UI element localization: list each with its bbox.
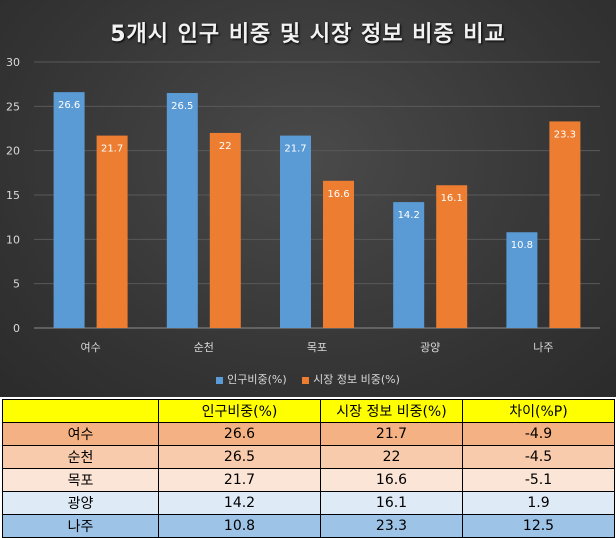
chart-panel: 0 5 10 15 20 25 30 26.6 21.7 여수 26.5 22 순천 21.7 16.6 목포… <box>0 0 616 397</box>
comparison-table: 인구비중(%) 시장 정보 비중(%) 차이(%P) 여수 26.6 21.7 -4.… <box>2 399 615 538</box>
legend-swatch-market-info <box>302 376 310 384</box>
table-cell-value: 22 <box>320 445 463 469</box>
data-label: 22 <box>219 141 232 152</box>
x-tick-label: 여수 <box>80 341 100 354</box>
table-cell-city: 나주 <box>2 514 159 538</box>
table-cell-value: -4.9 <box>462 422 615 446</box>
table-row: 목포 21.7 16.6 -5.1 <box>2 468 615 492</box>
bar-market-info <box>96 135 128 328</box>
bar-population <box>53 92 85 328</box>
table-header-market-info: 시장 정보 비중(%) <box>320 399 463 423</box>
data-label: 14.2 <box>398 210 420 221</box>
table-cell-value: -5.1 <box>462 468 615 492</box>
table-row: 여수 26.6 21.7 -4.9 <box>2 422 615 446</box>
data-label: 26.6 <box>58 100 80 111</box>
chart-legend: 인구비중(%) 시장 정보 비중(%) <box>0 371 616 387</box>
data-label: 16.6 <box>327 189 349 200</box>
y-tick-label: 0 <box>13 322 20 335</box>
table-cell-value: 23.3 <box>320 514 463 538</box>
table-header-population: 인구비중(%) <box>158 399 321 423</box>
table-cell-value: 16.1 <box>320 491 463 515</box>
table-cell-value: 26.5 <box>158 445 321 469</box>
bar-market-info <box>549 121 581 328</box>
table-cell-value: -4.5 <box>462 445 615 469</box>
table-header-row: 인구비중(%) 시장 정보 비중(%) 차이(%P) <box>2 399 615 423</box>
legend-swatch-population <box>216 376 224 384</box>
x-tick-label: 목포 <box>307 341 327 354</box>
bar-population <box>280 135 311 328</box>
y-tick-label: 10 <box>6 233 20 246</box>
y-tick-label: 15 <box>6 189 20 202</box>
bar-market-info <box>436 185 468 328</box>
table-header-corner <box>2 399 159 423</box>
data-label: 21.7 <box>101 144 123 155</box>
table-cell-value: 16.6 <box>320 468 463 492</box>
data-label: 10.8 <box>511 240 533 251</box>
y-tick-label: 25 <box>6 100 20 113</box>
x-tick-label: 나주 <box>533 341 553 354</box>
table-row: 광양 14.2 16.1 1.9 <box>2 491 615 515</box>
legend-label-population: 인구비중(%) <box>227 373 287 386</box>
table-cell-value: 26.6 <box>158 422 321 446</box>
table-cell-city: 순천 <box>2 445 159 469</box>
bar-market-info <box>323 180 354 328</box>
table-header-difference: 차이(%P) <box>462 399 615 423</box>
table-cell-city: 목포 <box>2 468 159 492</box>
table-cell-value: 21.7 <box>158 468 321 492</box>
x-tick-label: 광양 <box>420 341 440 354</box>
table-cell-value: 21.7 <box>320 422 463 446</box>
table-row: 나주 10.8 23.3 12.5 <box>2 514 615 538</box>
table-cell-value: 12.5 <box>462 514 615 538</box>
table-cell-city: 광양 <box>2 491 159 515</box>
table-row: 순천 26.5 22 -4.5 <box>2 445 615 469</box>
x-tick-label: 순천 <box>194 340 214 354</box>
legend-label-market-info: 시장 정보 비중(%) <box>313 373 400 386</box>
chart-title: 5개시 인구 비중 및 시장 정보 비중 비교 <box>110 22 506 47</box>
chart-plot: 0 5 10 15 20 25 30 26.6 21.7 여수 26.5 22 순천 21.7 16.6 목포… <box>6 56 600 354</box>
bar-market-info <box>209 132 241 328</box>
bar-population <box>506 232 538 328</box>
data-label: 26.5 <box>171 101 193 112</box>
table-body: 여수 26.6 21.7 -4.9 순천 26.5 22 -4.5 목포 21.7 16.6 -5.1… <box>2 422 615 538</box>
y-tick-label: 5 <box>13 278 20 291</box>
bar-population <box>166 93 198 329</box>
data-label: 16.1 <box>441 193 463 204</box>
legend-item-market-info: 시장 정보 비중(%) <box>302 371 400 387</box>
table-cell-value: 10.8 <box>158 514 321 538</box>
y-tick-label: 30 <box>6 56 20 69</box>
table-cell-value: 1.9 <box>462 491 615 515</box>
data-label: 21.7 <box>284 144 306 155</box>
table-cell-value: 14.2 <box>158 491 321 515</box>
comparison-table-wrap: 인구비중(%) 시장 정보 비중(%) 차이(%P) 여수 26.6 21.7 -4.… <box>0 397 616 538</box>
table-cell-city: 여수 <box>2 422 159 446</box>
bar-population <box>393 202 425 328</box>
data-label: 23.3 <box>554 129 576 140</box>
y-tick-label: 20 <box>6 145 20 158</box>
legend-item-population: 인구비중(%) <box>216 371 287 387</box>
